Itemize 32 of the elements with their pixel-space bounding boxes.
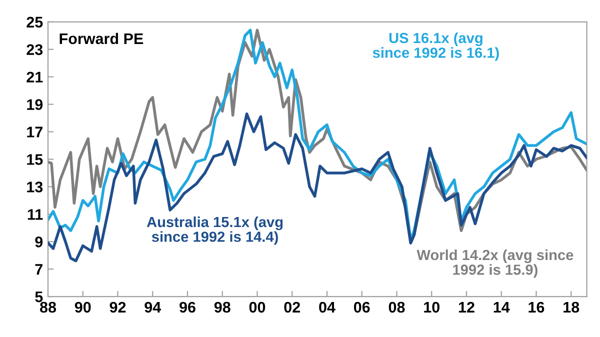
x-tick-label: 88 [40,302,56,313]
y-tick-label: 7 [35,264,42,275]
x-tick-label: 06 [354,302,370,313]
x-tick-label: 04 [319,302,336,313]
x-tick-label: 98 [214,302,230,313]
x-tick-label: 14 [494,302,510,312]
x-tick-label: 16 [528,302,544,313]
y-tick-label: 9 [35,236,43,248]
x-tick-label: 02 [284,302,300,313]
y-tick-label: 13 [27,182,43,192]
x-tick-label: 96 [180,302,196,313]
series-label: Australia 15.1x (avg since 1992 is 14.4) [146,216,283,245]
y-tick-label: 19 [27,99,43,110]
y-tick-label: 15 [27,154,43,165]
x-tick-label: 92 [110,302,126,313]
y-tick-label: 5 [35,292,43,302]
text: Forward PE [60,32,144,44]
y-tick-label: 17 [27,126,42,138]
x-tick-label: 08 [388,302,405,313]
line-series [48,112,587,262]
y-tick-label: 21 [26,72,43,82]
y-tick-label: 23 [26,44,43,56]
x-tick-label: 94 [144,302,162,313]
x-tick-label: 90 [74,302,91,313]
y-tick-label: 25 [26,16,43,28]
x-tick-label: 12 [458,302,474,312]
x-tick-label: 18 [564,302,580,313]
x-tick-label: 10 [424,302,440,313]
text: US 16.1x (avg since 1992 is 16.1) [372,32,499,61]
series-label: World 14.2x (avg since 1992 is 15.9) [416,249,574,278]
y-tick-label: 11 [28,209,43,220]
x-tick-label: 00 [249,302,266,313]
